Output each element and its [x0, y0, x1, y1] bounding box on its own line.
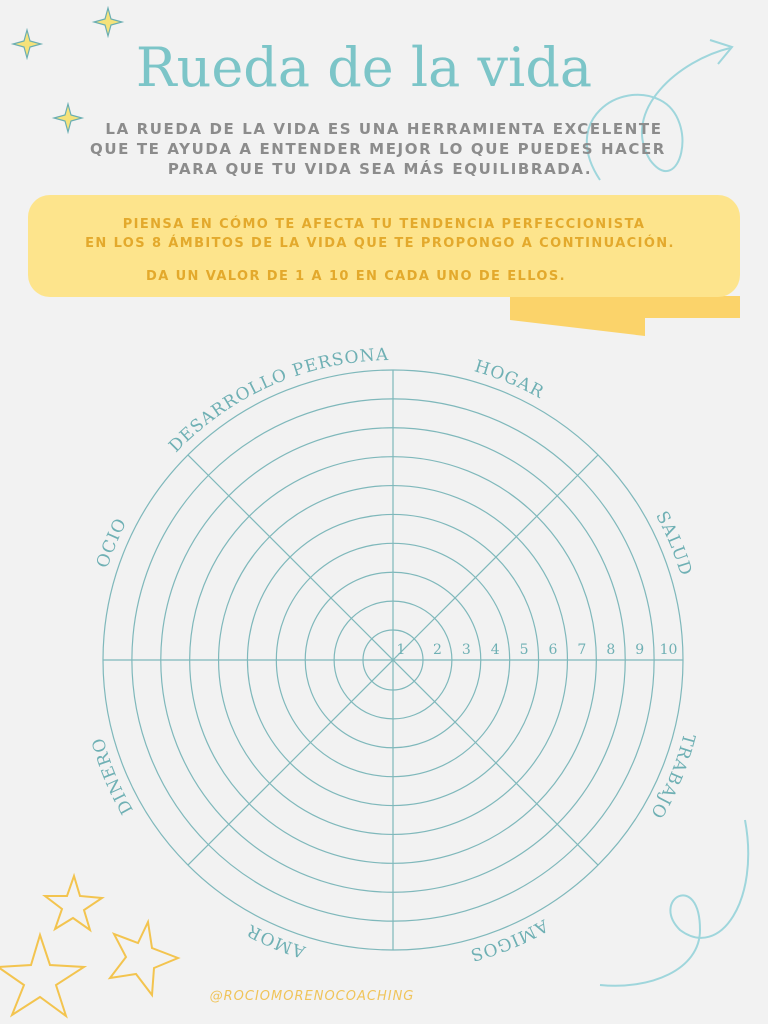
scale-number: 1 — [397, 642, 406, 658]
scale-number: 3 — [462, 642, 471, 658]
scale-number: 8 — [606, 642, 615, 658]
intro-line: PARA QUE TU VIDA SEA MÁS EQUILIBRADA. — [168, 159, 592, 178]
area-label: OCIO — [93, 515, 131, 571]
scale-number: 7 — [577, 642, 586, 658]
area-label: DINERO — [88, 735, 137, 818]
intro-line: QUE TE AYUDA A ENTENDER MEJOR LO QUE PUE… — [90, 140, 666, 158]
scale-number: 6 — [549, 642, 558, 658]
scale-number: 2 — [433, 642, 442, 658]
banner-fold — [510, 296, 740, 336]
banner — [28, 195, 740, 297]
scale-number: 9 — [635, 642, 644, 658]
intro-line: LA RUEDA DE LA VIDA ES UNA HERRAMIENTA E… — [105, 120, 662, 138]
spoke — [187, 454, 599, 866]
sparkles — [10, 5, 125, 135]
area-label: HOGAR — [472, 357, 548, 404]
banner-line: EN LOS 8 ÁMBITOS DE LA VIDA QUE TE PROPO… — [85, 235, 675, 251]
stars — [0, 872, 181, 1019]
area-label-text: AMIGOS — [467, 914, 551, 964]
area-label-text: HOGAR — [472, 357, 547, 404]
area-label-text: TRABAJO — [646, 731, 698, 822]
scale-number: 10 — [660, 642, 678, 658]
area-label: AMIGOS — [467, 914, 552, 964]
footer: @ROCIOMORENOCOACHING — [210, 989, 415, 1004]
banner-line: PIENSA EN CÓMO TE AFECTA TU TENDENCIA PE… — [123, 216, 646, 232]
area-label: TRABAJO — [646, 731, 699, 822]
banner-line: DA UN VALOR DE 1 A 10 EN CADA UNO DE ELL… — [146, 269, 566, 284]
scale-number: 4 — [491, 642, 500, 658]
area-label-text: DINERO — [88, 735, 136, 818]
arrows — [585, 39, 750, 987]
scale-number: 5 — [520, 642, 529, 658]
area-label-text: OCIO — [93, 515, 130, 571]
title: Rueda de la vida — [136, 36, 592, 99]
